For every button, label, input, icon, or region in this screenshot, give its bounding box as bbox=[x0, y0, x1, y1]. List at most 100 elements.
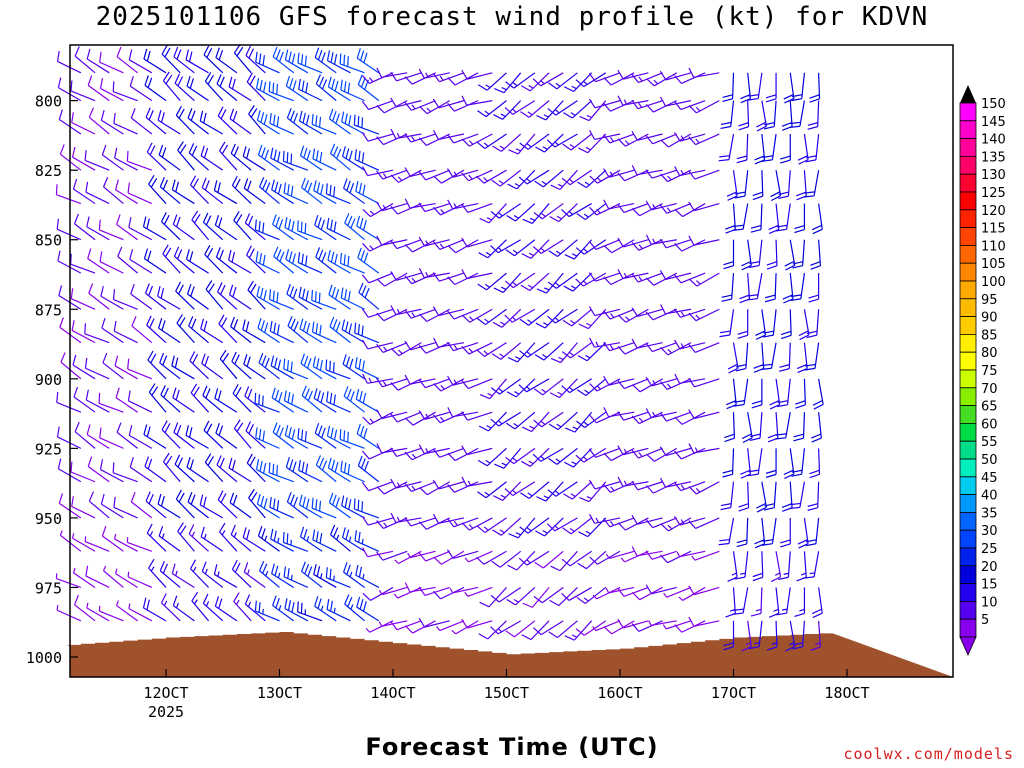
wind-barb bbox=[419, 308, 451, 323]
barb-flag bbox=[312, 529, 316, 540]
wind-barb bbox=[579, 100, 607, 122]
barb-flag bbox=[535, 530, 545, 537]
wind-barb bbox=[522, 587, 550, 608]
barb-flag bbox=[116, 46, 122, 58]
colorbar-label: 120 bbox=[981, 204, 1006, 219]
barb-flag bbox=[203, 320, 208, 332]
barb-flag bbox=[659, 70, 667, 81]
barb-flag bbox=[130, 283, 135, 295]
wind-barb bbox=[390, 342, 422, 357]
barb-flag bbox=[163, 214, 170, 225]
wind-barb bbox=[270, 528, 294, 552]
barb-flag bbox=[596, 385, 602, 390]
y-tick-label: 900 bbox=[35, 371, 62, 389]
barb-shaft bbox=[623, 586, 649, 597]
wind-barb bbox=[617, 342, 649, 355]
barb-flag bbox=[264, 149, 269, 160]
barb-flag bbox=[754, 543, 765, 549]
barb-flag bbox=[554, 524, 559, 530]
barb-shaft bbox=[216, 256, 238, 274]
barb-shaft bbox=[381, 620, 408, 627]
barb-flag bbox=[750, 228, 762, 233]
barb-shaft bbox=[515, 203, 536, 222]
barb-flag bbox=[268, 462, 271, 473]
barb-flag bbox=[72, 178, 78, 190]
barb-flag bbox=[301, 253, 304, 265]
barb-flag bbox=[235, 599, 240, 605]
barb-flag bbox=[777, 404, 788, 408]
barb-shaft bbox=[299, 328, 323, 344]
barb-shaft bbox=[272, 56, 295, 74]
barb-shaft bbox=[556, 272, 578, 289]
wind-barb bbox=[116, 422, 138, 449]
barb-flag bbox=[160, 496, 165, 507]
wind-barb bbox=[343, 178, 365, 205]
wind-barb bbox=[603, 72, 635, 86]
barb-flag bbox=[739, 294, 750, 300]
barb-flag bbox=[146, 50, 151, 62]
wind-barb bbox=[159, 560, 181, 588]
barb-shaft bbox=[466, 447, 493, 456]
wind-barb bbox=[490, 203, 522, 219]
barb-flag bbox=[229, 492, 235, 503]
wind-barb bbox=[404, 100, 436, 111]
barb-flag bbox=[575, 79, 585, 88]
barb-flag bbox=[585, 530, 591, 535]
barb-flag bbox=[800, 572, 807, 576]
colorbar-swatch bbox=[959, 191, 977, 211]
barb-flag bbox=[719, 334, 730, 338]
barb-flag bbox=[478, 252, 489, 259]
barb-flag bbox=[286, 491, 292, 503]
wind-barb bbox=[732, 587, 749, 615]
wind-barb bbox=[269, 496, 294, 519]
barb-flag bbox=[667, 175, 672, 181]
barb-flag bbox=[740, 473, 751, 479]
wind-barb bbox=[259, 560, 280, 588]
barb-flag bbox=[303, 355, 309, 367]
barb-flag bbox=[233, 211, 240, 221]
wind-barb bbox=[603, 133, 635, 144]
barb-shaft bbox=[775, 620, 778, 647]
colorbar-swatch bbox=[959, 138, 977, 157]
barb-flag bbox=[276, 500, 280, 511]
barb-shaft bbox=[559, 550, 578, 572]
wind-barb bbox=[187, 108, 209, 135]
barb-flag bbox=[361, 325, 364, 336]
barb-flag bbox=[344, 113, 348, 124]
barb-shaft bbox=[159, 570, 181, 588]
wind-barb bbox=[660, 169, 692, 183]
barb-flag bbox=[805, 159, 817, 163]
barb-shaft bbox=[411, 72, 436, 85]
barb-flag bbox=[582, 280, 588, 285]
barb-flag bbox=[258, 221, 261, 232]
barb-flag bbox=[795, 191, 807, 197]
wind-barb bbox=[219, 349, 238, 380]
barb-flag bbox=[319, 533, 323, 544]
wind-barb bbox=[339, 53, 365, 74]
barb-flag bbox=[116, 214, 121, 225]
barb-shaft bbox=[329, 326, 351, 344]
barb-flag bbox=[360, 250, 366, 261]
wind-barb bbox=[325, 183, 351, 205]
barb-flag bbox=[215, 47, 220, 58]
barb-flag bbox=[493, 114, 503, 120]
wind-barb bbox=[145, 107, 167, 135]
barb-flag bbox=[276, 465, 278, 476]
barb-shaft bbox=[160, 394, 181, 413]
wind-barb bbox=[126, 150, 153, 171]
wind-barb bbox=[218, 314, 238, 344]
barb-flag bbox=[781, 503, 792, 508]
barb-flag bbox=[176, 602, 179, 609]
wind-barb bbox=[230, 524, 252, 552]
barb-shaft bbox=[201, 187, 224, 205]
barb-shaft bbox=[127, 160, 153, 171]
barb-shaft bbox=[483, 169, 507, 184]
barb-flag bbox=[264, 322, 269, 333]
barb-shaft bbox=[732, 412, 736, 439]
barb-flag bbox=[376, 235, 383, 246]
barb-shaft bbox=[243, 363, 266, 380]
wind-barb bbox=[447, 407, 479, 418]
barb-flag bbox=[688, 136, 697, 145]
wind-barb bbox=[521, 411, 550, 433]
wind-barb bbox=[390, 128, 422, 140]
